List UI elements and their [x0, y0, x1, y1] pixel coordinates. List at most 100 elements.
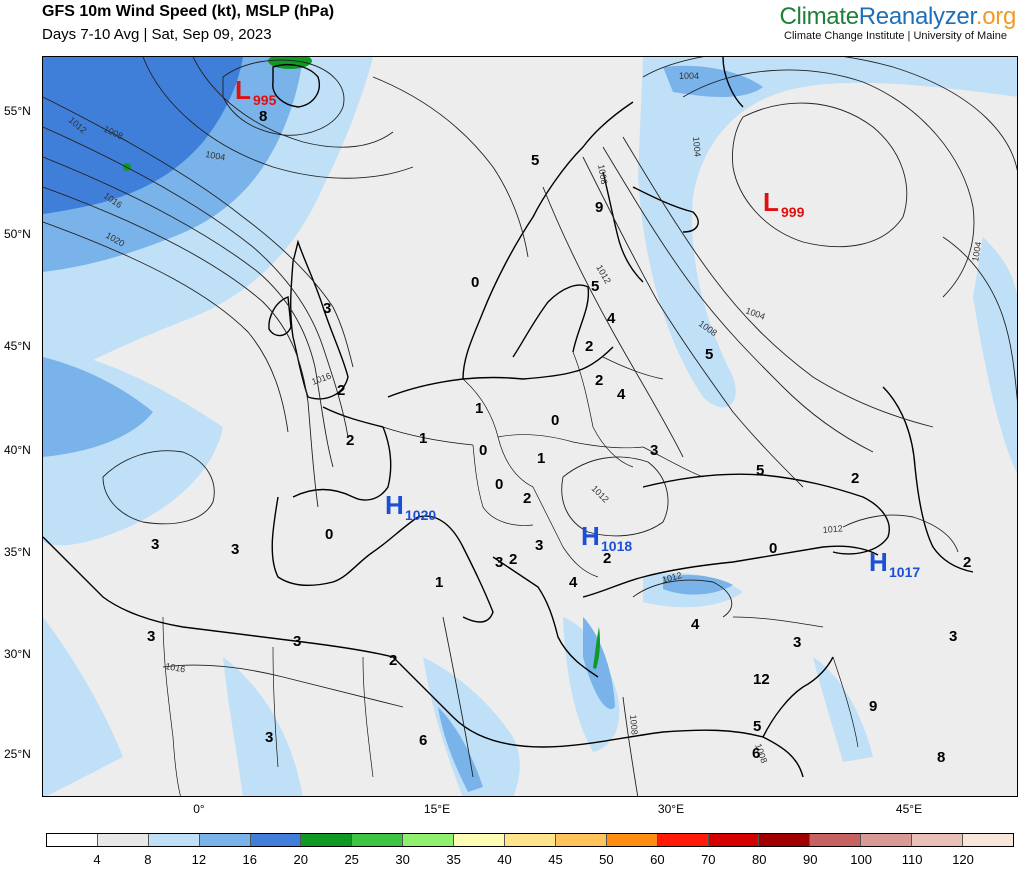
- colorbar-label: 16: [242, 852, 258, 867]
- wind-value: 6: [752, 745, 760, 762]
- wind-value: 6: [419, 732, 427, 749]
- wind-value: 8: [259, 108, 267, 125]
- high-pressure-label: H: [581, 521, 600, 551]
- low-pressure-value: 995: [253, 92, 277, 108]
- wind-value: 3: [495, 554, 503, 571]
- colorbar-swatch: [606, 834, 658, 846]
- map-title: GFS 10m Wind Speed (kt), MSLP (hPa): [42, 3, 335, 20]
- brand-logo-part3: .org: [975, 3, 1016, 30]
- colorbar-label: 120: [952, 852, 974, 867]
- brand-logo-part2: Reanalyzer: [858, 3, 976, 30]
- colorbar-swatch: [810, 834, 862, 846]
- borders: [162, 351, 859, 796]
- wind-value: 2: [603, 550, 611, 567]
- wind-value: 3: [323, 300, 331, 317]
- wind-value: 4: [569, 574, 578, 591]
- wind-value: 3: [293, 633, 301, 650]
- wind-values: 8 5 9 0 5 4 2 3 2 4 1 0 2 1 0 1 3 0 2 2 …: [147, 108, 971, 766]
- wind-zones-strong: [43, 57, 243, 214]
- wind-value: 4: [617, 386, 626, 403]
- wind-value: 2: [851, 470, 859, 487]
- colorbar-label: 45: [548, 852, 563, 867]
- wind-value: 2: [509, 551, 517, 568]
- map-subtitle: Days 7-10 Avg | Sat, Sep 09, 2023: [42, 26, 272, 43]
- colorbar-swatch: [505, 834, 556, 846]
- colorbar-swatch: [403, 834, 455, 846]
- wind-value: 3: [147, 628, 155, 645]
- colorbar-swatch: [759, 834, 811, 846]
- isobar-label: 1004: [679, 71, 699, 81]
- colorbar-swatch: [199, 834, 251, 846]
- high-pressure-value: 1017: [889, 564, 920, 580]
- wind-value: 12: [753, 671, 770, 688]
- colorbar-label: 80: [752, 852, 767, 867]
- wind-value: 0: [471, 274, 479, 291]
- low-pressure-value: 999: [781, 204, 805, 220]
- isobar-label: 1012: [822, 523, 843, 535]
- wind-value: 0: [769, 540, 777, 557]
- wind-value: 5: [753, 718, 761, 735]
- colorbar-swatch: [97, 834, 149, 846]
- lat-label: 55°N: [4, 104, 31, 118]
- wind-value: 2: [595, 372, 603, 389]
- colorbar-swatch: [301, 834, 353, 846]
- colorbar-label: 12: [191, 852, 207, 867]
- brand-logo-part1: Climate: [779, 3, 860, 30]
- lat-label: 30°N: [4, 647, 31, 661]
- colorbar-swatch: [148, 834, 200, 846]
- colorbar-label: 4: [93, 852, 101, 867]
- lat-label: 40°N: [4, 443, 31, 457]
- wind-value: 2: [523, 490, 531, 507]
- colorbar-label: 50: [599, 852, 614, 867]
- colorbar-swatch: [912, 834, 964, 846]
- isobar-label: 1016: [165, 661, 186, 674]
- wind-value: 0: [325, 526, 333, 543]
- wind-value: 4: [691, 616, 700, 633]
- lat-label: 50°N: [4, 227, 31, 241]
- colorbar-label: 40: [497, 852, 512, 867]
- colorbar-swatch: [555, 834, 607, 846]
- wind-value: 2: [585, 338, 593, 355]
- wind-value: 5: [756, 462, 764, 479]
- lat-label: 45°N: [4, 339, 31, 353]
- colorbar-label: 30: [395, 852, 410, 867]
- wind-value: 3: [650, 442, 658, 459]
- wind-value: 1: [537, 450, 545, 467]
- colorbar-label: 70: [701, 852, 716, 867]
- wind-value: 5: [531, 152, 539, 169]
- wind-value: 2: [337, 382, 345, 399]
- brand-logo[interactable]: ClimateReanalyzer.org: [780, 3, 1017, 31]
- wind-value: 1: [419, 430, 427, 447]
- weather-map[interactable]: 1004 1008 1012 1016 1020 1004 1008 1004 …: [42, 56, 1018, 797]
- low-pressure-label: L: [763, 187, 779, 217]
- colorbar-swatch: [963, 834, 1013, 846]
- colorbar-swatch: [861, 834, 913, 846]
- wind-value: 3: [535, 537, 543, 554]
- wind-value: 5: [591, 278, 599, 295]
- wind-value: 9: [869, 698, 877, 715]
- isobar-label: 1004: [691, 136, 703, 157]
- colorbar-swatch: [454, 834, 506, 846]
- colorbar-swatch: [250, 834, 302, 846]
- wind-value: 0: [551, 412, 559, 429]
- high-pressure-label: H: [385, 490, 404, 520]
- coastlines: [43, 57, 974, 778]
- colorbar-swatch: [708, 834, 760, 846]
- lon-label: 0°: [193, 802, 205, 816]
- pressure-systems: L 995 L 999 H 1020 H 1018 H 1017: [235, 75, 920, 580]
- wind-value: 3: [231, 541, 239, 558]
- colorbar: [46, 833, 1014, 847]
- wind-value: 8: [937, 749, 945, 766]
- wind-value: 2: [389, 652, 397, 669]
- wind-value: 3: [265, 729, 273, 746]
- wind-value: 2: [963, 554, 971, 571]
- map-canvas: 1004 1008 1012 1016 1020 1004 1008 1004 …: [43, 57, 1017, 796]
- colorbar-swatch: [657, 834, 709, 846]
- wind-value: 3: [793, 634, 801, 651]
- wind-value: 0: [479, 442, 487, 459]
- high-pressure-label: H: [869, 547, 888, 577]
- high-pressure-value: 1018: [601, 538, 632, 554]
- lon-label: 15°E: [423, 802, 451, 816]
- lat-label: 25°N: [4, 747, 31, 761]
- colorbar-label: 60: [650, 852, 665, 867]
